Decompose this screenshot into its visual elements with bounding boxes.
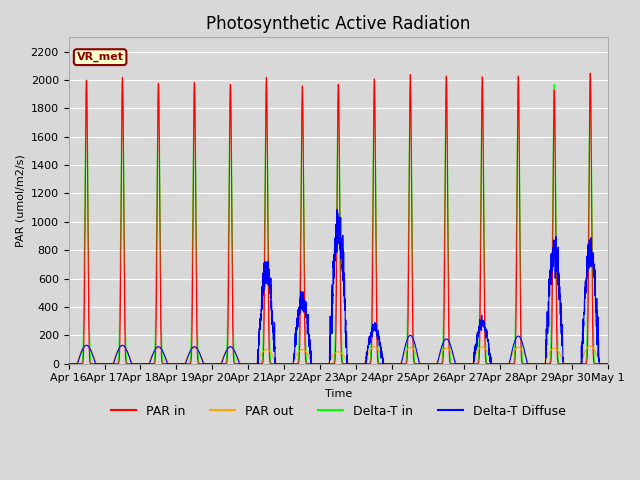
PAR out: [604, 361, 612, 367]
Text: VR_met: VR_met: [77, 52, 124, 62]
Delta-T in: [490, 361, 498, 367]
PAR out: [83, 342, 90, 348]
Line: PAR in: PAR in: [68, 73, 608, 364]
Delta-T in: [162, 361, 170, 367]
PAR out: [604, 361, 611, 367]
Line: PAR out: PAR out: [68, 345, 608, 364]
Delta-T Diffuse: [333, 206, 341, 212]
PAR in: [586, 70, 594, 76]
Delta-T Diffuse: [65, 361, 72, 367]
PAR out: [490, 361, 498, 367]
Y-axis label: PAR (umol/m2/s): PAR (umol/m2/s): [15, 154, 25, 247]
Delta-T in: [429, 361, 437, 367]
Delta-T Diffuse: [460, 361, 467, 367]
Delta-T in: [83, 77, 90, 83]
Delta-T in: [65, 361, 72, 367]
PAR out: [429, 361, 437, 367]
Delta-T in: [318, 361, 326, 367]
Delta-T Diffuse: [604, 361, 612, 367]
PAR in: [490, 361, 497, 367]
PAR in: [65, 361, 72, 367]
Title: Photosynthetic Active Radiation: Photosynthetic Active Radiation: [206, 15, 470, 33]
PAR out: [65, 361, 72, 367]
Delta-T in: [604, 361, 612, 367]
PAR out: [460, 361, 467, 367]
Delta-T in: [460, 361, 467, 367]
Delta-T Diffuse: [604, 361, 611, 367]
PAR in: [604, 361, 611, 367]
Delta-T in: [604, 361, 611, 367]
PAR in: [604, 361, 612, 367]
PAR out: [318, 361, 326, 367]
Delta-T Diffuse: [429, 361, 437, 367]
PAR in: [429, 361, 437, 367]
Delta-T Diffuse: [318, 361, 326, 367]
PAR in: [162, 361, 170, 367]
Line: Delta-T in: Delta-T in: [68, 80, 608, 364]
Line: Delta-T Diffuse: Delta-T Diffuse: [68, 209, 608, 364]
Delta-T Diffuse: [162, 355, 170, 361]
PAR in: [460, 361, 467, 367]
Legend: PAR in, PAR out, Delta-T in, Delta-T Diffuse: PAR in, PAR out, Delta-T in, Delta-T Dif…: [106, 400, 571, 423]
PAR in: [318, 361, 326, 367]
PAR out: [162, 354, 170, 360]
X-axis label: Time: Time: [324, 389, 352, 399]
Delta-T Diffuse: [490, 361, 498, 367]
